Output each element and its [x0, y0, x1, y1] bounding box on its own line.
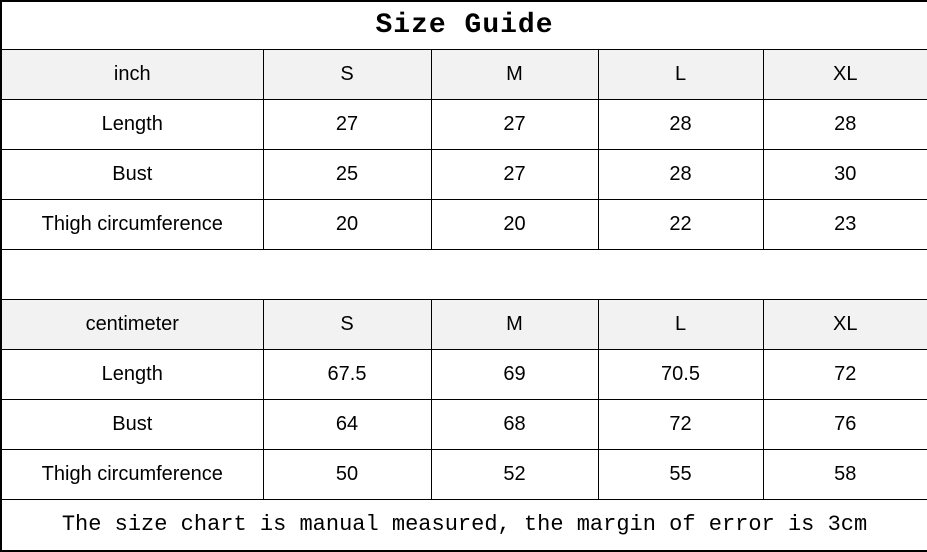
footer-row: The size chart is manual measured, the m… [0, 498, 927, 552]
spacer-row [0, 248, 927, 300]
measurement-label: Thigh circumference [0, 198, 264, 250]
size-value-cell: 28 [597, 98, 764, 150]
table-row: Bust 25 27 28 30 [0, 148, 927, 200]
size-column-header-l: L [597, 48, 764, 100]
size-value-cell: 55 [597, 448, 764, 500]
size-column-header-l: L [597, 298, 764, 350]
size-value-cell: 67.5 [262, 348, 432, 400]
size-column-header-m: M [430, 48, 599, 100]
spacer-cell [0, 248, 927, 300]
unit-header-inch: inch [0, 48, 264, 100]
measurement-label: Length [0, 348, 264, 400]
size-value-cell: 58 [762, 448, 927, 500]
size-column-header-xl: XL [762, 48, 927, 100]
size-value-cell: 70.5 [597, 348, 764, 400]
table-row: Length 27 27 28 28 [0, 98, 927, 150]
size-value-cell: 20 [262, 198, 432, 250]
measurement-label: Length [0, 98, 264, 150]
size-value-cell: 23 [762, 198, 927, 250]
size-value-cell: 27 [262, 98, 432, 150]
size-column-header-s: S [262, 48, 432, 100]
table-row: Bust 64 68 72 76 [0, 398, 927, 450]
size-value-cell: 76 [762, 398, 927, 450]
size-value-cell: 52 [430, 448, 599, 500]
table-row: Thigh circumference 20 20 22 23 [0, 198, 927, 250]
title-row: Size Guide [0, 0, 927, 50]
measurement-label: Bust [0, 398, 264, 450]
table-row: Length 67.5 69 70.5 72 [0, 348, 927, 400]
measurement-label: Bust [0, 148, 264, 200]
size-value-cell: 22 [597, 198, 764, 250]
page-title: Size Guide [0, 0, 927, 50]
centimeter-header-row: centimeter S M L XL [0, 298, 927, 350]
measurement-label: Thigh circumference [0, 448, 264, 500]
size-value-cell: 28 [597, 148, 764, 200]
size-column-header-s: S [262, 298, 432, 350]
size-value-cell: 27 [430, 148, 599, 200]
size-column-header-m: M [430, 298, 599, 350]
size-value-cell: 68 [430, 398, 599, 450]
size-value-cell: 27 [430, 98, 599, 150]
size-value-cell: 20 [430, 198, 599, 250]
unit-header-centimeter: centimeter [0, 298, 264, 350]
size-value-cell: 72 [597, 398, 764, 450]
size-value-cell: 50 [262, 448, 432, 500]
size-value-cell: 64 [262, 398, 432, 450]
size-value-cell: 69 [430, 348, 599, 400]
table-row: Thigh circumference 50 52 55 58 [0, 448, 927, 500]
size-value-cell: 30 [762, 148, 927, 200]
size-column-header-xl: XL [762, 298, 927, 350]
disclaimer-note: The size chart is manual measured, the m… [0, 498, 927, 552]
size-value-cell: 28 [762, 98, 927, 150]
size-value-cell: 25 [262, 148, 432, 200]
size-value-cell: 72 [762, 348, 927, 400]
inch-header-row: inch S M L XL [0, 48, 927, 100]
